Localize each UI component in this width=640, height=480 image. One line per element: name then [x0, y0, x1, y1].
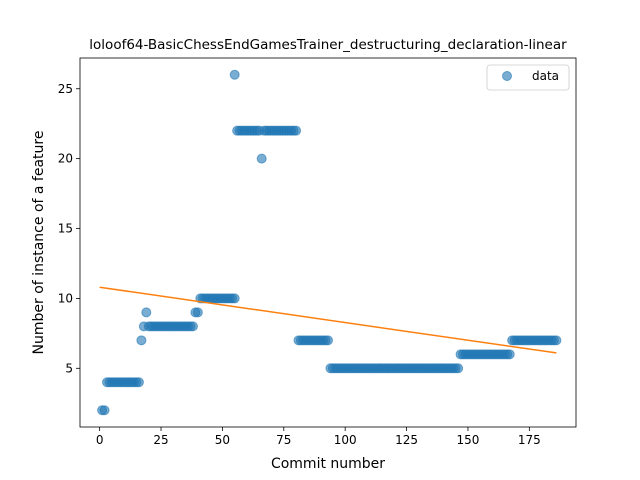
data-point-55 [229, 293, 240, 304]
data-point-16 [133, 377, 144, 388]
x-tick-label-175: 175 [518, 433, 541, 447]
x-tick-label-150: 150 [457, 433, 480, 447]
y-tick-label-25: 25 [58, 82, 73, 96]
x-tick-label-0: 0 [96, 433, 104, 447]
x-tick-label-25: 25 [153, 433, 168, 447]
plot-frame [79, 57, 577, 428]
data-point-94 [323, 335, 333, 346]
y-tick-label-10: 10 [58, 291, 73, 305]
x-tick-label-50: 50 [215, 433, 230, 447]
data-point-81 [291, 125, 302, 136]
y-axis-label: Number of instance of a feature [31, 131, 47, 355]
data-point-67 [256, 153, 267, 164]
y-tick-label-5: 5 [65, 361, 73, 375]
data-point-19 [141, 307, 152, 318]
data-point-38 [187, 321, 198, 332]
legend-marker [502, 71, 512, 81]
trend-line [99, 286, 557, 354]
legend-label-data: data [532, 69, 559, 83]
x-tick-label-100: 100 [334, 433, 357, 447]
data-point-168 [504, 349, 515, 360]
data-point-147 [453, 363, 464, 374]
chart-title: loloof64-BasicChessEndGamesTrainer_destr… [89, 37, 567, 53]
data-point-2 [99, 405, 110, 416]
x-axis-label: Commit number [271, 456, 385, 472]
data-point-56 [229, 69, 240, 80]
chart-marks [97, 69, 562, 416]
axis-ticks: 0 25 50 75 100 125 150 175 5 10 15 20 25 [58, 82, 541, 447]
data-point-187 [551, 335, 562, 346]
x-tick-label-75: 75 [276, 433, 291, 447]
legend: data [486, 64, 570, 91]
y-tick-label-15: 15 [58, 222, 73, 236]
y-tick-label-20: 20 [58, 152, 73, 166]
data-point-40 [192, 307, 203, 318]
x-tick-label-125: 125 [395, 433, 418, 447]
data-point-17 [136, 335, 147, 346]
